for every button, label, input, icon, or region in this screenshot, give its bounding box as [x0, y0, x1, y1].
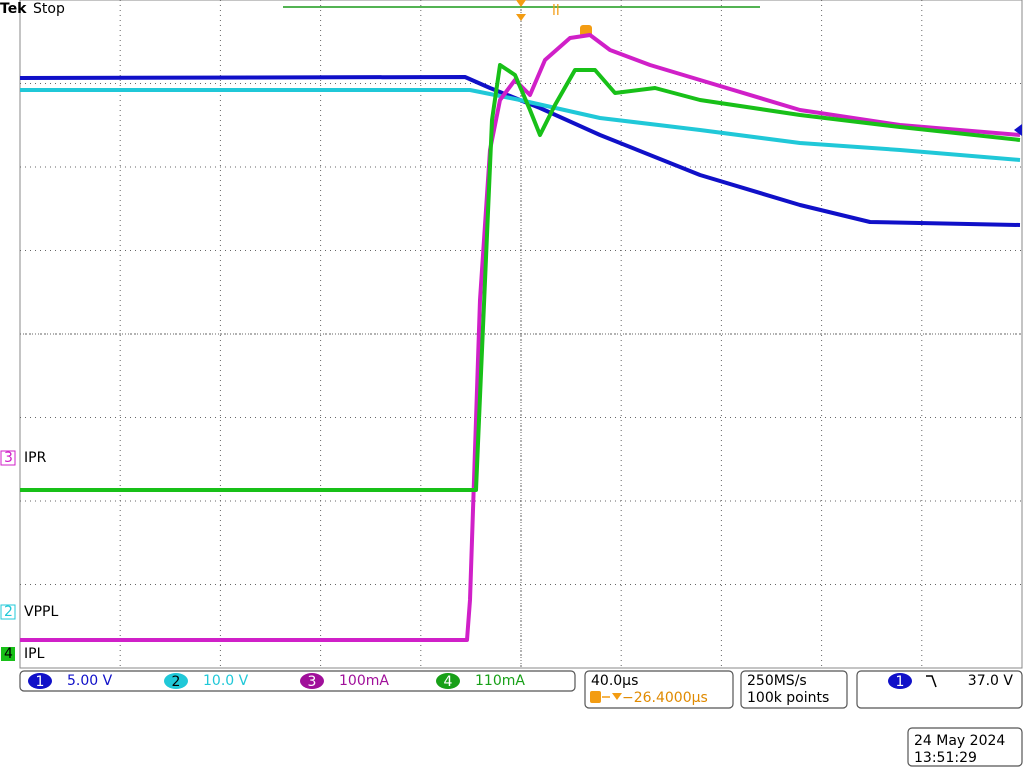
channel-readout-box: [19, 670, 576, 692]
ch1-level-marker: [1014, 124, 1022, 136]
channel-scale: 110mA: [475, 673, 525, 689]
sample-rate: 250MS/s: [747, 673, 807, 689]
time: 13:51:29: [914, 750, 977, 766]
ch1-trace: [19, 75, 1021, 227]
channel-badge: [164, 673, 188, 689]
channel-scale: 100mA: [339, 673, 389, 689]
marker-box: [1, 647, 15, 661]
trigger-offset: −26.4000µs: [622, 690, 708, 706]
acquisition-box: [740, 670, 848, 709]
marker-label: IPR: [24, 450, 47, 466]
channel-badge: [28, 673, 52, 689]
cursor-icon: ll: [552, 3, 560, 19]
arrow-icon: [612, 693, 622, 700]
marker-number: 2: [4, 604, 13, 620]
timebase: 40.0µs: [591, 673, 638, 689]
channel-readouts: 1 5.00 V 2 10.0 V 3 100mA 4 110mA: [28, 673, 525, 690]
brand: Tek: [0, 1, 27, 17]
trigger-source-badge: [888, 673, 912, 689]
marker-number: 3: [4, 450, 13, 466]
ch3-trace: [20, 33, 1021, 642]
slope-icon: [926, 675, 937, 688]
channel-badge: [300, 673, 324, 689]
ch4-trace: [20, 63, 1021, 492]
record-length: 100k points: [747, 690, 829, 706]
marker-label: VPPL: [24, 604, 58, 620]
timestamp-box: [907, 727, 1023, 767]
marker-label: IPL: [24, 646, 45, 662]
marker-number: 4: [4, 646, 13, 662]
ch2-trace: [20, 88, 1021, 162]
trigger-position: [516, 0, 526, 7]
trigger-source: 1: [896, 674, 905, 690]
channel-scale: 5.00 V: [67, 673, 113, 689]
marker-box: [0, 450, 16, 466]
acquisition-status: Stop: [33, 1, 65, 17]
channel-scale: 10.0 V: [203, 673, 249, 689]
channel-badge: [436, 673, 460, 689]
timebase-box: [584, 670, 734, 709]
channel-number: 4: [444, 674, 453, 690]
marker-box: [0, 604, 16, 620]
date: 24 May 2024: [914, 733, 1005, 749]
waveforms: [19, 33, 1021, 642]
channel-number: 1: [36, 674, 45, 690]
trigger-level: 37.0 V: [968, 673, 1014, 689]
trigger-marker: [516, 14, 526, 21]
channel-number: 2: [172, 674, 181, 690]
channel-number: 3: [308, 674, 317, 690]
trigger-icon: [590, 691, 601, 703]
